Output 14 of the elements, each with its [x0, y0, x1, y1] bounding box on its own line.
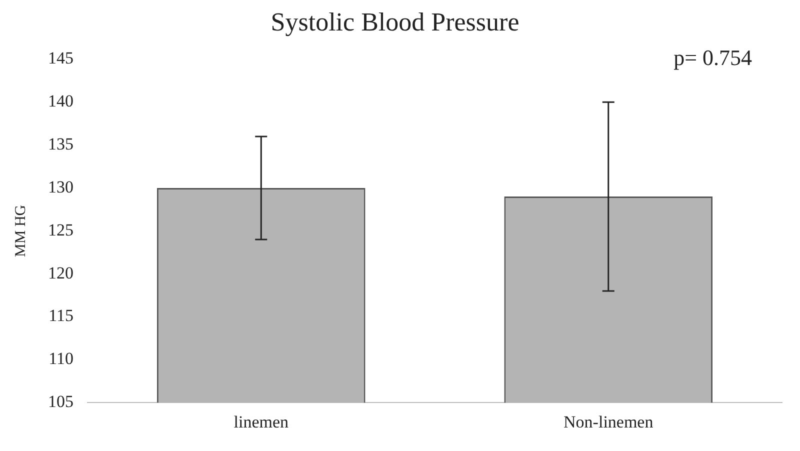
chart-title: Systolic Blood Pressure — [270, 7, 520, 36]
annotation: p= 0.754 — [674, 44, 752, 70]
y-tick-label: 130 — [48, 177, 74, 196]
y-tick-label: 140 — [48, 92, 74, 111]
y-tick-label: 145 — [48, 48, 74, 68]
x-tick-label: Non-linemen — [564, 412, 654, 432]
y-tick-label: 135 — [48, 134, 74, 154]
y-tick-label: 105 — [48, 392, 74, 412]
y-tick-label: 125 — [48, 220, 74, 240]
y-tick-label: 120 — [48, 263, 74, 282]
x-tick-label: linemen — [234, 412, 289, 432]
y-axis-title: MM HG — [12, 204, 29, 257]
y-tick-label: 115 — [48, 306, 74, 326]
y-tick-label: 110 — [48, 349, 74, 368]
